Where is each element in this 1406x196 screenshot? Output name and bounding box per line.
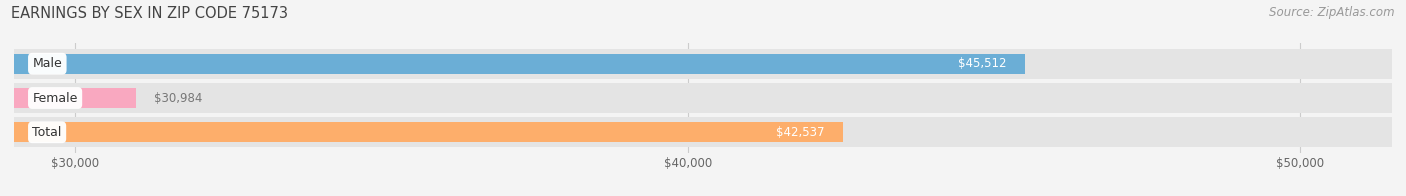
Text: Source: ZipAtlas.com: Source: ZipAtlas.com: [1270, 6, 1395, 19]
Text: $42,537: $42,537: [776, 126, 825, 139]
Bar: [14, 122, 844, 142]
Bar: [14, 83, 1392, 113]
Bar: [14, 117, 1392, 147]
Bar: [14, 54, 1025, 74]
Text: Female: Female: [32, 92, 77, 104]
Text: $45,512: $45,512: [959, 57, 1007, 70]
Bar: [14, 49, 1392, 79]
Text: EARNINGS BY SEX IN ZIP CODE 75173: EARNINGS BY SEX IN ZIP CODE 75173: [11, 6, 288, 21]
Bar: [14, 88, 135, 108]
Text: $30,984: $30,984: [153, 92, 202, 104]
Text: Total: Total: [32, 126, 62, 139]
Text: Male: Male: [32, 57, 62, 70]
